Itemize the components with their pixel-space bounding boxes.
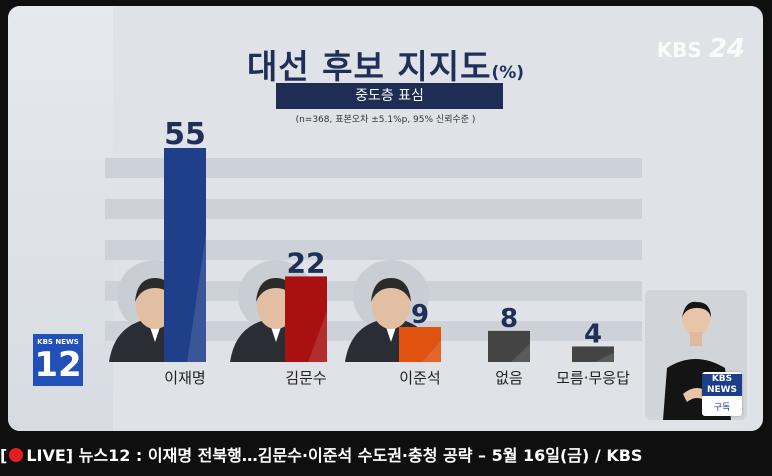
value-label-4: 8	[500, 304, 518, 334]
news12-top-text: KBS NEWS	[37, 338, 79, 346]
bars	[164, 148, 614, 362]
category-label-5: 모름·무응답	[556, 369, 630, 387]
bar-shade-2	[308, 310, 327, 362]
ticker-text: LIVE] 뉴스12 : 이재명 전북행…김문수·이준석 수도권·충청 공략 –…	[26, 446, 643, 465]
value-label-5: 4	[584, 319, 602, 349]
bar-shade-4	[511, 343, 530, 362]
kbs24-number: 24	[708, 34, 745, 64]
bar-1	[164, 148, 206, 362]
survey-note: (n=368, 표본오차 ±5.1%p, 95% 신뢰수준 )	[295, 115, 476, 125]
bar-shade-3	[422, 340, 441, 362]
news12-number: 12	[34, 345, 82, 385]
subtitle-banner: 중도층 표심	[276, 83, 503, 109]
bar-5	[572, 346, 614, 362]
candidate-photos	[109, 260, 437, 362]
live-dot-icon	[9, 448, 24, 462]
category-label-2: 김문수	[285, 369, 326, 387]
broadcast-frame: 대선 후보 지지도(%) 중도층 표심 (n=368, 표본오차 ±5.1%p,…	[8, 6, 763, 431]
bar-4	[488, 330, 530, 362]
bar-3	[399, 326, 441, 362]
grid-band-1	[105, 158, 642, 178]
grid-band-2	[105, 199, 642, 219]
title-unit: (%)	[491, 63, 525, 83]
bar-2	[285, 276, 327, 362]
grid-band-3	[105, 240, 642, 260]
kbs-news-logo: KBS NEWS	[702, 374, 742, 396]
news12-badge: KBS NEWS 12	[33, 334, 83, 386]
chart-title: 대선 후보 지지도(%)	[8, 40, 763, 88]
value-label-2: 22	[287, 246, 326, 279]
bar-shade-1	[187, 233, 206, 362]
news-ticker: [ LIVE] 뉴스12 : 이재명 전북행…김문수·이준석 수도권·충청 공략 …	[0, 436, 772, 476]
kbs24-text: KBS	[656, 38, 702, 62]
category-label-1: 이재명	[164, 369, 205, 387]
kbs24-logo: KBS 24	[657, 34, 745, 64]
value-label-1: 55	[164, 117, 206, 152]
subscribe-button[interactable]: KBS NEWS 구독	[702, 372, 742, 416]
title-text: 대선 후보 지지도	[246, 47, 492, 86]
subscribe-label: 구독	[713, 403, 731, 413]
bar-shade-5	[595, 352, 614, 362]
ticker-bracket: [	[0, 446, 8, 465]
labels: 55 이재명 22 김문수 9 이준석 8 없음 4 모름·무응답	[164, 117, 630, 387]
category-label-3: 이준석	[399, 369, 440, 387]
bar-chart: 55 이재명 22 김문수 9 이준석 8 없음 4 모름·무응답	[105, 117, 642, 387]
value-label-3: 9	[411, 300, 429, 330]
category-label-4: 없음	[495, 369, 523, 387]
